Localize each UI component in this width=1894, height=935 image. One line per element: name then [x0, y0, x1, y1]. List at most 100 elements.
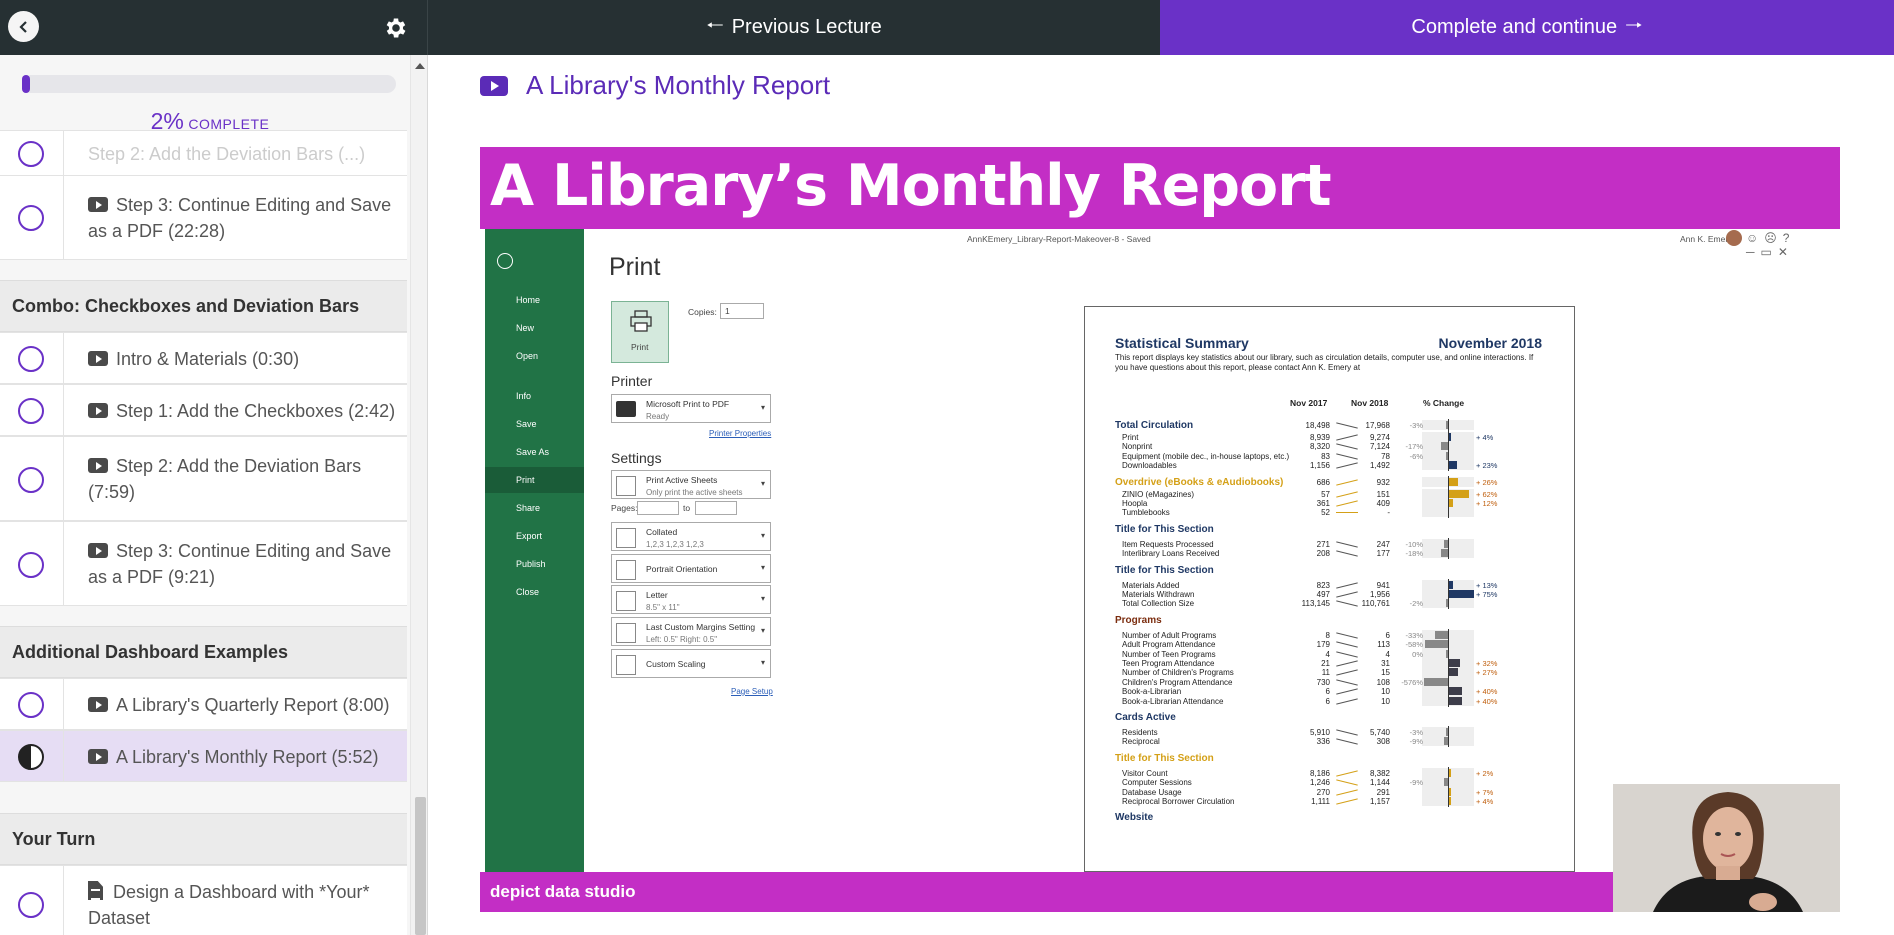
video-icon: [88, 697, 108, 712]
print-setting-dropdown: Custom Scaling: [611, 649, 771, 678]
pages-label: Pages:: [611, 503, 638, 513]
report-value-nov2017: 21: [1321, 659, 1330, 668]
report-pct-positive: + 12%: [1476, 499, 1498, 508]
deviation-bar-negative: [1441, 442, 1448, 451]
back-button[interactable]: [8, 11, 39, 42]
incomplete-circle-icon: [18, 692, 44, 718]
excel-nav-item: Print: [485, 467, 584, 493]
previous-lecture-button[interactable]: 🠐 Previous Lecture: [428, 0, 1160, 55]
progress-bar-fill: [22, 75, 30, 93]
excel-nav-item: Save As: [516, 447, 550, 457]
deviation-bar-positive: [1449, 696, 1463, 705]
lecture-label: Step 1: Add the Checkboxes (2:42): [116, 401, 396, 421]
report-section-title: Cards Active: [1115, 712, 1176, 723]
excel-nav-item: Export: [516, 531, 543, 541]
lecture-label: Step 3: Continue Editing and Save as a P…: [88, 541, 392, 587]
deviation-axis: [1448, 647, 1449, 660]
excel-file-title: AnnKEmery_Library-Report-Makeover-8 - Sa…: [967, 234, 1151, 244]
report-value-nov2017: 8,186: [1309, 768, 1330, 778]
deviation-bar-negative: [1434, 630, 1448, 639]
incomplete-circle-icon: [18, 398, 44, 424]
print-setting-dropdown: Letter 8.5" x 11": [611, 585, 771, 614]
lecture-title-text: A Library's Monthly Report: [526, 70, 831, 100]
lecture-label: A Library's Monthly Report (5:52): [116, 747, 379, 767]
deviation-axis: [1448, 475, 1449, 488]
report-value-nov2017: 113,145: [1301, 599, 1330, 609]
video-icon: [480, 75, 508, 96]
column-header: Nov 2017: [1290, 398, 1328, 408]
lecture-label: Step 2: Add the Deviation Bars (7:59): [88, 456, 362, 502]
print-setting-dropdown: Portrait Orientation: [611, 554, 771, 583]
video-player[interactable]: A Library’s Monthly Report Home New Open In…: [480, 147, 1840, 912]
report-pct-positive: + 23%: [1476, 461, 1498, 471]
scrollbar-thumb[interactable]: [415, 797, 426, 935]
list-item-active[interactable]: A Library's Monthly Report (5:52): [0, 730, 407, 782]
report-row-label: Reciprocal: [1122, 737, 1160, 747]
report-row-label: Book-a-Librarian Attendance: [1122, 696, 1224, 706]
deviation-bar-positive: [1449, 768, 1451, 777]
deviation-bar-positive: [1449, 787, 1452, 796]
report-pct-negative: -3%: [1409, 421, 1423, 430]
excel-backstage-nav: Home New Open Info Save Save As Print Share Expo…: [485, 229, 584, 872]
complete-and-continue-label: Complete and continue: [1411, 16, 1618, 38]
report-pct-positive: + 26%: [1476, 477, 1498, 487]
list-item[interactable]: Step 1: Add the Checkboxes (2:42): [0, 384, 407, 436]
list-item[interactable]: Design a Dashboard with *Your* Dataset: [0, 865, 407, 935]
report-row-label: Hoopla: [1122, 499, 1148, 508]
deviation-bar-positive: [1449, 590, 1474, 598]
report-value-nov2018: 108: [1376, 677, 1390, 687]
report-value-nov2018: 7,124: [1369, 442, 1390, 452]
gear-icon[interactable]: [383, 15, 409, 41]
deviation-bar-positive: [1449, 659, 1460, 667]
scroll-up-arrow-icon[interactable]: [415, 63, 425, 69]
report-section-title: Title for This Section: [1115, 523, 1214, 535]
report-pct-negative: -576%: [1401, 677, 1423, 687]
report-value-nov2018: 110,761: [1361, 599, 1390, 609]
excel-nav-item: Info: [516, 391, 532, 401]
report-value-nov2017: 83: [1321, 451, 1330, 461]
deviation-axis: [1448, 638, 1449, 651]
list-item[interactable]: Step 2: Add the Deviation Bars (...): [0, 130, 407, 176]
report-row-label: Number of Adult Programs: [1122, 630, 1217, 640]
report-value-nov2017: 4: [1325, 649, 1330, 659]
incomplete-circle-icon: [18, 467, 44, 493]
report-value-nov2018: 177: [1376, 549, 1390, 559]
sidebar-scrollbar[interactable]: [410, 55, 427, 935]
incomplete-circle-icon: [18, 892, 44, 918]
report-row-label: Equipment (mobile dec., in-house laptops…: [1122, 451, 1290, 461]
progress-label: 2% COMPLETE: [0, 108, 420, 135]
back-arrow-icon: [497, 253, 513, 269]
report-value-nov2017: 1,156: [1309, 461, 1330, 471]
deviation-bar-positive: [1449, 489, 1470, 498]
deviation-axis: [1448, 440, 1449, 453]
report-row-label: Tumblebooks: [1122, 508, 1170, 518]
copies-input: 1: [720, 303, 764, 319]
print-heading: Print: [609, 253, 661, 281]
list-item[interactable]: Step 3: Continue Editing and Save as a P…: [0, 521, 407, 606]
deviation-axis: [1448, 666, 1449, 679]
page-setup-link: Page Setup: [731, 687, 773, 696]
printer-icon: [630, 310, 652, 332]
deviation-axis: [1448, 628, 1449, 641]
report-slope-line: [1336, 512, 1358, 514]
report-section-title: Title for This Section: [1115, 752, 1214, 764]
print-setting-dropdown: Collated 1,2,3 1,2,3 1,2,3: [611, 522, 771, 551]
report-value-nov2017: 361: [1316, 499, 1330, 508]
report-value-nov2018: 1,144: [1369, 778, 1390, 788]
progress-complete-word: COMPLETE: [188, 116, 270, 132]
deviation-axis: [1448, 419, 1449, 431]
list-item[interactable]: Step 2: Add the Deviation Bars (7:59): [0, 436, 407, 521]
printer-ready-icon: [616, 401, 636, 417]
report-value-nov2017: 271: [1316, 539, 1330, 549]
report-value-nov2017: 208: [1316, 549, 1330, 559]
deviation-axis: [1448, 675, 1449, 688]
list-item[interactable]: Step 3: Continue Editing and Save as a P…: [0, 175, 407, 260]
complete-and-continue-button[interactable]: Complete and continue 🠒: [1160, 0, 1894, 55]
list-item[interactable]: Intro & Materials (0:30): [0, 332, 407, 384]
list-item[interactable]: A Library's Quarterly Report (8:00): [0, 678, 407, 730]
report-row-label: Downloadables: [1122, 461, 1177, 471]
report-row-label: Number of Teen Programs: [1122, 649, 1216, 659]
deviation-bar-negative: [1444, 737, 1448, 746]
report-value-nov2017: 11: [1321, 668, 1330, 678]
deviation-bar-negative: [1444, 778, 1448, 787]
